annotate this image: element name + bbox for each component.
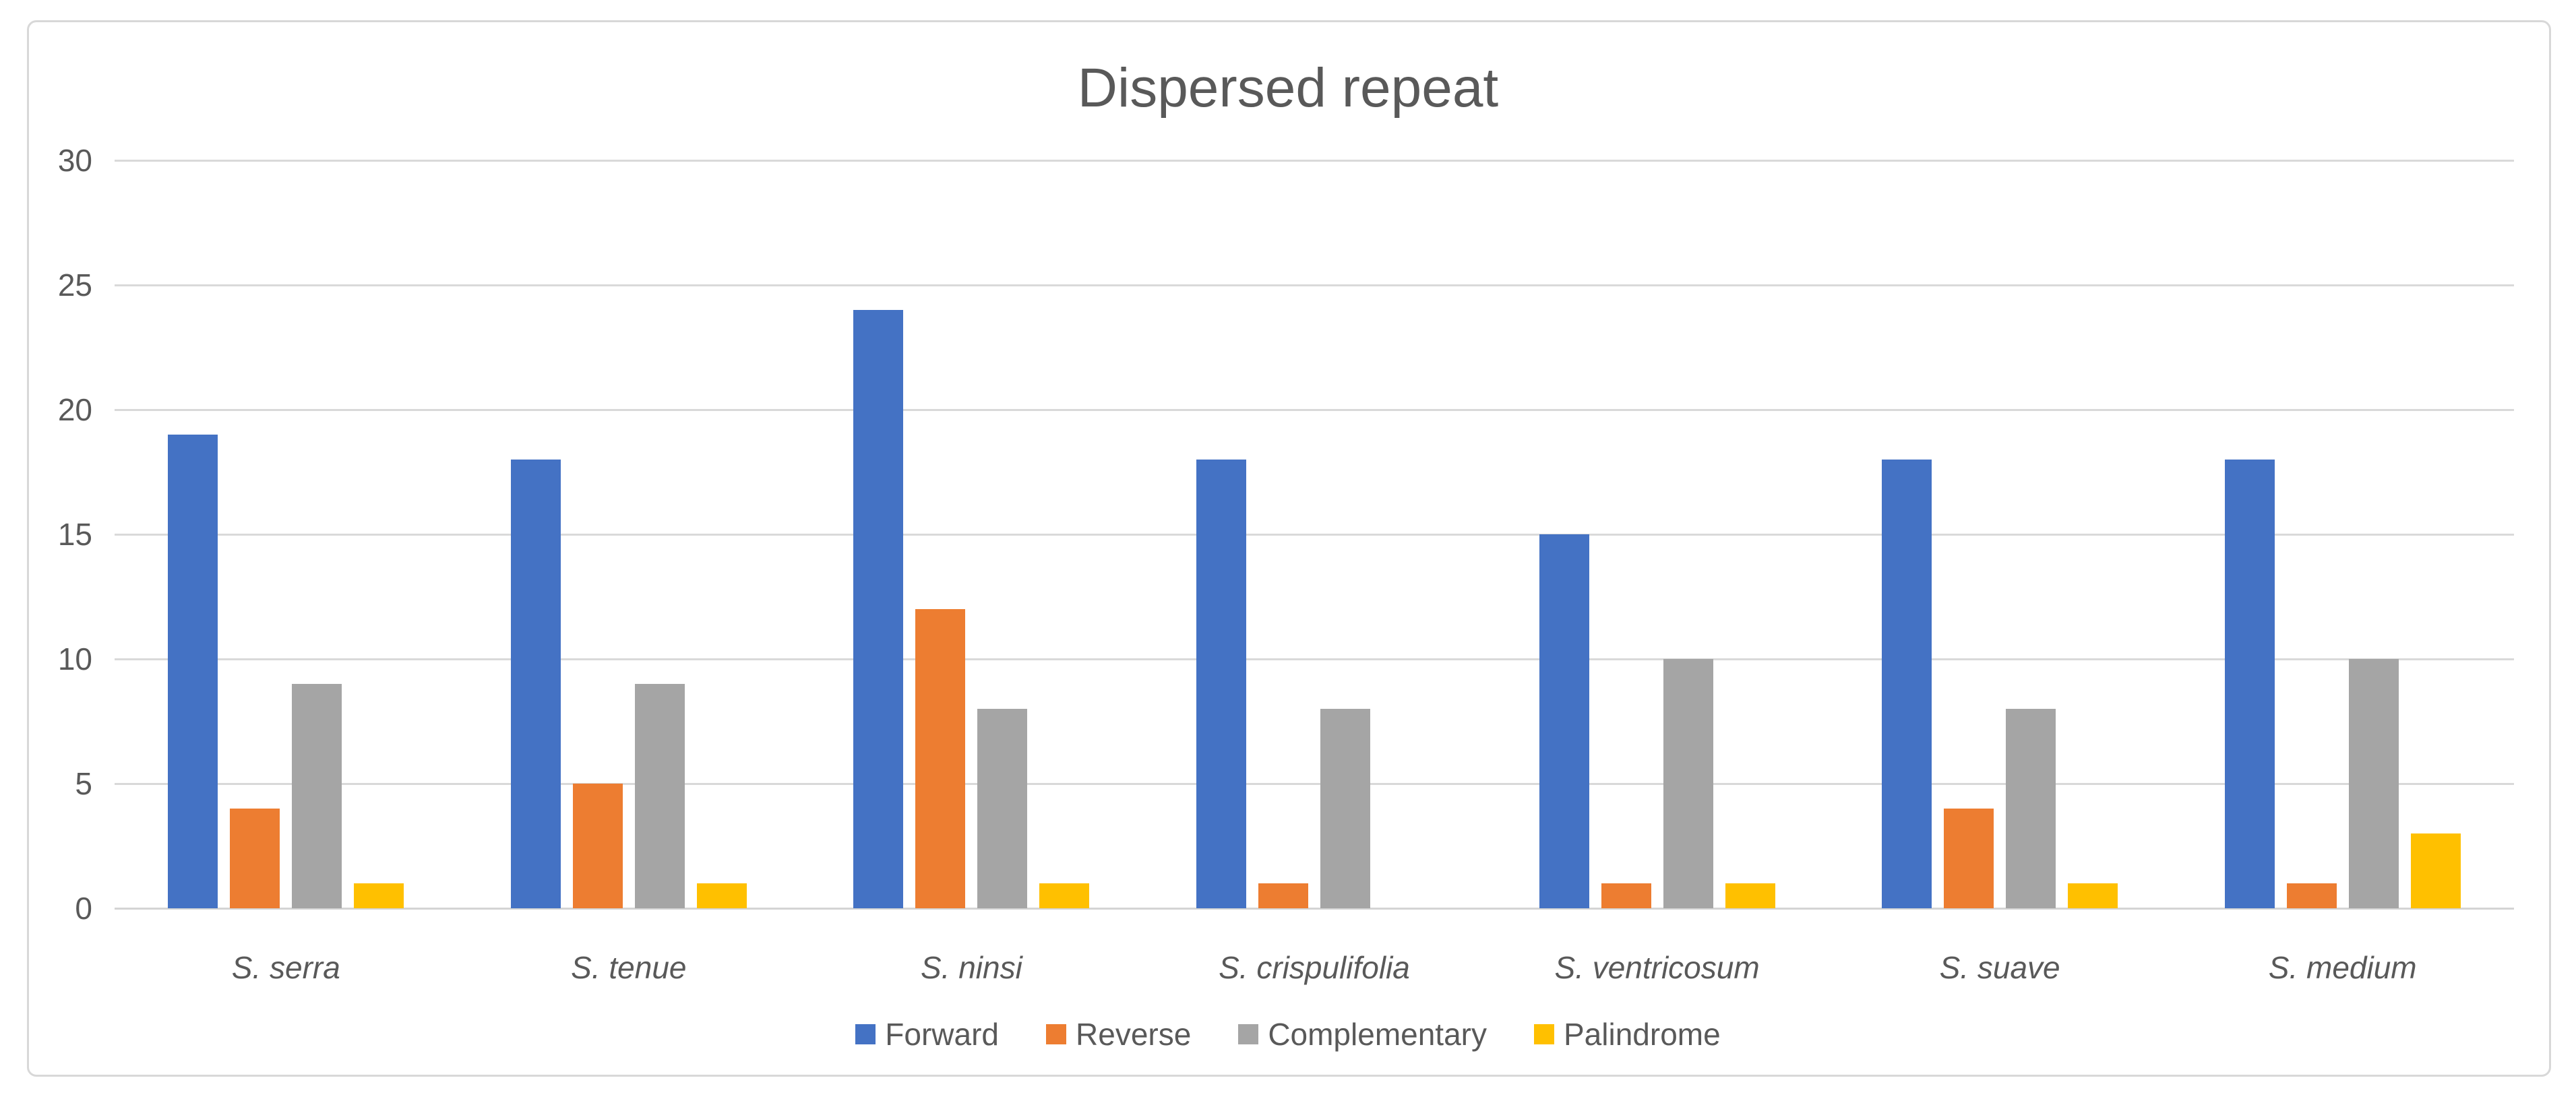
bar-reverse-2 [572, 784, 623, 908]
bar-forward-1 [168, 435, 218, 908]
gridline-y-5 [115, 782, 2514, 785]
y-tick-label-25: 25 [57, 267, 92, 303]
gridline-y-0 [115, 907, 2514, 910]
bar-palindrome-1 [354, 883, 404, 908]
x-category-label-6: S. suave [1939, 950, 2060, 985]
bar-palindrome-5 [1725, 883, 1775, 908]
gridline-y-25 [115, 284, 2514, 286]
x-category-label-7: S. medium [2268, 950, 2417, 985]
bar-reverse-5 [1601, 883, 1651, 908]
bar-reverse-1 [230, 809, 280, 908]
bar-complementary-3 [977, 709, 1028, 908]
bar-complementary-1 [292, 684, 342, 908]
gridline-y-30 [115, 159, 2514, 162]
bar-palindrome-3 [1039, 883, 1090, 908]
bar-complementary-5 [1663, 659, 1713, 908]
x-category-label-4: S. crispulifolia [1219, 950, 1410, 985]
gridline-y-15 [115, 533, 2514, 536]
legend-label-reverse: Reverse [1076, 1017, 1192, 1052]
gridline-y-10 [115, 658, 2514, 660]
bar-forward-4 [1196, 460, 1246, 908]
x-category-label-3: S. ninsi [920, 950, 1022, 985]
bar-forward-6 [1882, 460, 1932, 908]
y-tick-label-5: 5 [75, 766, 92, 801]
bar-reverse-3 [915, 609, 966, 908]
bar-complementary-6 [2006, 709, 2056, 908]
bar-forward-3 [853, 310, 904, 908]
bar-palindrome-6 [2068, 883, 2118, 908]
bar-complementary-4 [1320, 709, 1370, 908]
legend-label-complementary: Complementary [1268, 1017, 1487, 1052]
bar-reverse-6 [1944, 809, 1994, 908]
bar-forward-2 [510, 460, 561, 908]
x-category-label-5: S. ventricosum [1554, 950, 1760, 985]
bar-complementary-7 [2348, 659, 2399, 908]
bar-reverse-4 [1258, 883, 1308, 908]
x-category-label-1: S. serra [231, 950, 340, 985]
bar-palindrome-7 [2410, 833, 2461, 908]
y-tick-label-0: 0 [75, 891, 92, 926]
legend-swatch-palindrome [1534, 1024, 1554, 1044]
legend-label-palindrome: Palindrome [1564, 1017, 1721, 1052]
y-tick-label-30: 30 [57, 143, 92, 178]
legend-item-complementary: Complementary [1238, 1016, 1487, 1052]
legend-item-reverse: Reverse [1046, 1016, 1191, 1052]
bar-palindrome-2 [696, 883, 747, 908]
y-tick-label-15: 15 [57, 517, 92, 552]
bar-reverse-7 [2286, 883, 2337, 908]
gridline-y-20 [115, 408, 2514, 411]
y-tick-label-20: 20 [57, 392, 92, 427]
legend-item-forward: Forward [855, 1016, 999, 1052]
legend-swatch-forward [855, 1024, 876, 1044]
plot-area [115, 159, 2514, 910]
bar-complementary-2 [634, 684, 685, 908]
legend-swatch-complementary [1238, 1024, 1259, 1044]
chart-title: Dispersed repeat [1077, 57, 1499, 119]
legend: Forward Reverse Complementary Palindrome [0, 1016, 2576, 1052]
bar-forward-5 [1539, 534, 1589, 908]
legend-label-forward: Forward [885, 1017, 1000, 1052]
legend-item-palindrome: Palindrome [1534, 1016, 1721, 1052]
legend-swatch-reverse [1046, 1024, 1067, 1044]
x-category-label-2: S. tenue [571, 950, 687, 985]
y-tick-label-10: 10 [57, 641, 92, 676]
bar-forward-7 [2224, 460, 2275, 908]
